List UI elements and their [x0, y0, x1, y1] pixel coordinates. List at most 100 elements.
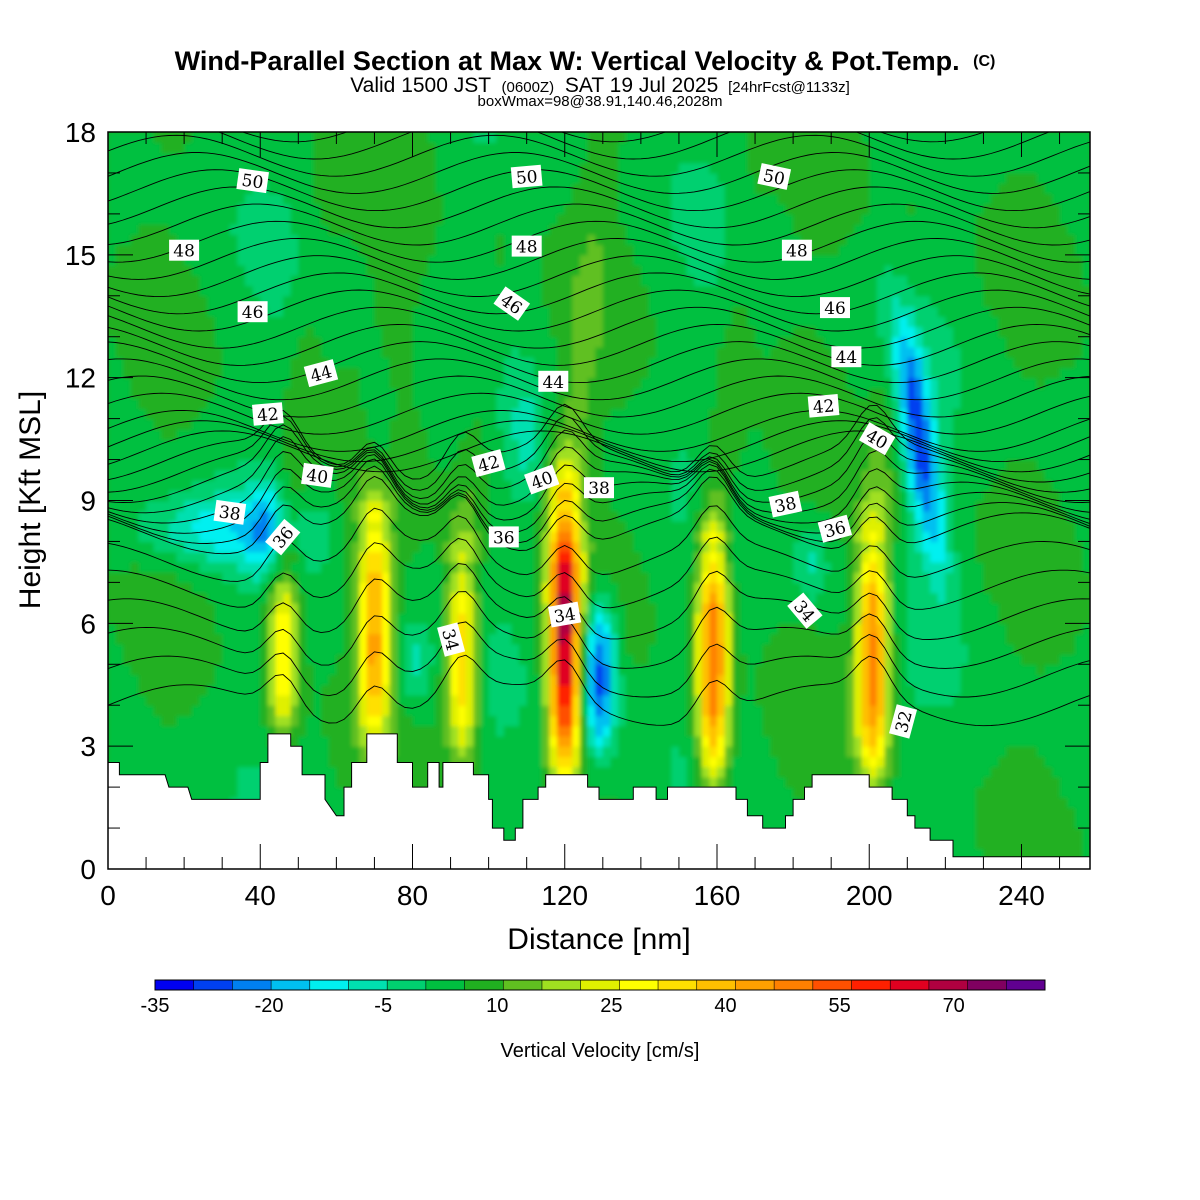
velocity-cell: [298, 572, 307, 583]
velocity-cell: [222, 193, 231, 205]
velocity-cell: [557, 705, 566, 717]
velocity-cell: [465, 285, 474, 297]
velocity-cell: [161, 142, 170, 154]
velocity-cell: [511, 520, 520, 532]
velocity-cell: [138, 418, 147, 430]
velocity-cell: [625, 520, 634, 532]
velocity-cell: [206, 449, 216, 461]
velocity-cell: [298, 377, 307, 389]
velocity-cell: [534, 756, 543, 768]
velocity-cell: [625, 132, 634, 143]
velocity-cell: [214, 694, 223, 706]
velocity-cell: [199, 346, 208, 358]
velocity-cell: [206, 418, 216, 430]
velocity-cell: [214, 234, 223, 246]
velocity-cell: [290, 500, 299, 512]
velocity-cell: [199, 183, 208, 195]
velocity-cell: [260, 295, 269, 307]
velocity-cell: [161, 480, 170, 491]
velocity-cell: [359, 326, 368, 338]
velocity-cell: [503, 162, 513, 174]
velocity-cell: [351, 439, 360, 450]
velocity-cell: [557, 275, 566, 287]
velocity-cell: [618, 316, 627, 328]
velocity-cell: [336, 776, 345, 788]
velocity-cell: [214, 776, 223, 788]
velocity-cell: [123, 183, 132, 195]
velocity-cell: [161, 735, 170, 747]
velocity-cell: [503, 725, 513, 737]
velocity-cell: [206, 654, 216, 665]
velocity-cell: [366, 602, 376, 614]
velocity-cell: [130, 746, 140, 758]
velocity-cell: [245, 244, 254, 256]
velocity-cell: [458, 203, 467, 215]
velocity-cell: [168, 295, 178, 307]
velocity-cell: [283, 613, 292, 624]
velocity-cell: [260, 234, 269, 246]
velocity-cell: [184, 766, 193, 778]
velocity-cell: [496, 326, 505, 338]
velocity-cell: [191, 490, 200, 502]
velocity-cell: [625, 643, 634, 655]
velocity-cell: [496, 490, 505, 502]
velocity-cell: [404, 439, 414, 450]
velocity-cell: [108, 561, 117, 573]
velocity-cell: [404, 387, 414, 399]
velocity-cell: [382, 623, 391, 635]
velocity-cell: [153, 418, 162, 430]
velocity-cell: [602, 531, 612, 543]
velocity-cell: [435, 500, 444, 512]
velocity-cell: [176, 265, 185, 276]
velocity-cell: [108, 510, 117, 522]
velocity-cell: [503, 265, 513, 276]
velocity-cell: [420, 234, 429, 246]
velocity-cell: [222, 254, 231, 266]
velocity-cell: [572, 531, 581, 543]
velocity-cell: [267, 306, 277, 317]
velocity-cell: [442, 326, 452, 338]
velocity-cell: [290, 357, 299, 369]
velocity-cell: [519, 633, 528, 645]
velocity-cell: [465, 480, 474, 491]
velocity-cell: [511, 613, 520, 624]
velocity-cell: [427, 572, 436, 583]
velocity-cell: [473, 664, 482, 676]
velocity-cell: [511, 469, 520, 481]
velocity-cell: [199, 623, 208, 635]
velocity-cell: [313, 664, 322, 676]
velocity-cell: [229, 439, 239, 450]
velocity-cell: [564, 172, 573, 184]
velocity-cell: [503, 193, 513, 205]
velocity-cell: [549, 316, 558, 328]
velocity-cell: [115, 664, 124, 676]
velocity-cell: [458, 551, 467, 563]
velocity-cell: [557, 449, 566, 461]
velocity-cell: [564, 633, 573, 645]
velocity-cell: [222, 705, 231, 717]
velocity-cell: [123, 746, 132, 758]
velocity-cell: [579, 643, 589, 655]
velocity-cell: [404, 592, 414, 604]
velocity-cell: [389, 346, 398, 358]
velocity-cell: [161, 418, 170, 430]
velocity-cell: [351, 602, 360, 614]
velocity-cell: [245, 654, 254, 665]
velocity-cell: [214, 357, 223, 369]
velocity-cell: [153, 295, 162, 307]
velocity-cell: [572, 265, 581, 276]
velocity-cell: [328, 633, 337, 645]
velocity-cell: [237, 715, 246, 727]
velocity-cell: [511, 725, 520, 737]
velocity-cell: [488, 561, 497, 573]
velocity-cell: [595, 602, 604, 614]
velocity-cell: [450, 326, 459, 338]
velocity-cell: [481, 674, 490, 686]
velocity-cell: [595, 357, 604, 369]
velocity-cell: [382, 275, 391, 287]
velocity-cell: [229, 234, 239, 246]
velocity-cell: [412, 295, 421, 307]
velocity-cell: [404, 582, 414, 594]
velocity-cell: [366, 520, 376, 532]
velocity-cell: [283, 715, 292, 727]
